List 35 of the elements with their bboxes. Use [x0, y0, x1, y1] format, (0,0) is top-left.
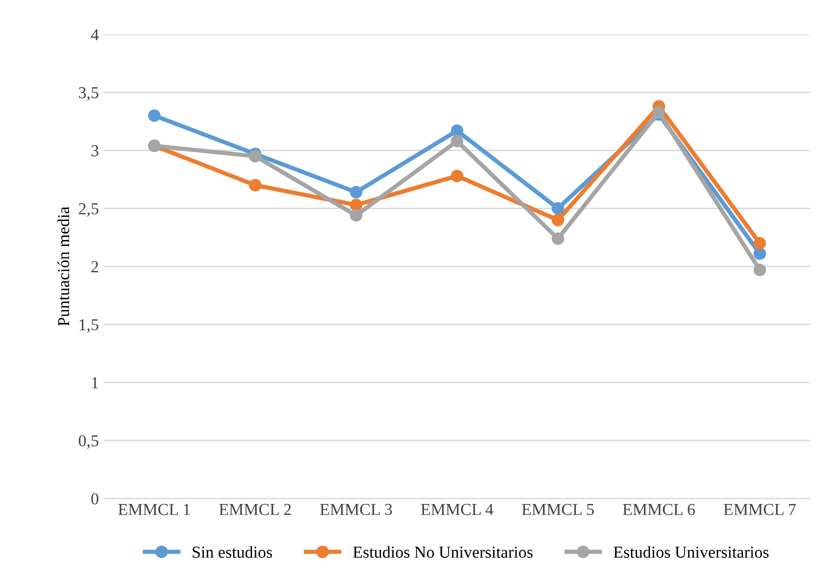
y-tick-label: 1	[92, 377, 98, 388]
y-tick-label: 4	[91, 29, 99, 40]
point	[450, 134, 464, 148]
point	[350, 198, 362, 212]
y-tick-label: 2,5	[78, 203, 98, 217]
y-tick-label: 3,5	[78, 87, 98, 101]
point	[450, 170, 464, 182]
x-tick-label: EMMCL 5	[522, 504, 594, 516]
x-tick-label: EMMCL 2	[219, 504, 291, 516]
y-tick-label: 3	[91, 145, 98, 156]
y-tick-label: 0	[91, 493, 98, 504]
x-tick-label: EMMCL 3	[320, 504, 392, 516]
point	[754, 247, 766, 260]
legend-label: Estudios No Universitarios	[353, 546, 533, 558]
legend-label: Estudios Universitarios	[614, 546, 769, 558]
point	[148, 109, 161, 122]
point	[552, 214, 564, 226]
point	[248, 178, 262, 192]
y-axis-title: Puntuación media	[57, 206, 70, 326]
point	[754, 264, 766, 276]
point	[754, 236, 766, 250]
y-tick-label: 2	[91, 261, 98, 272]
point	[552, 232, 564, 245]
x-tick-label: EMMCL 7	[724, 504, 796, 516]
point	[552, 202, 564, 215]
x-tick-label: EMMCL 4	[421, 504, 494, 516]
y-tick-label: 1,5	[80, 319, 98, 333]
y-tick-label: 0,5	[78, 435, 98, 449]
legend-label: Sin estudios	[192, 546, 272, 558]
point	[450, 124, 464, 137]
point	[652, 106, 666, 118]
point	[350, 209, 362, 222]
point	[350, 186, 362, 198]
x-tick-label: EMMCL 1	[118, 504, 190, 516]
x-tick-label: EMMCL 6	[622, 504, 695, 516]
